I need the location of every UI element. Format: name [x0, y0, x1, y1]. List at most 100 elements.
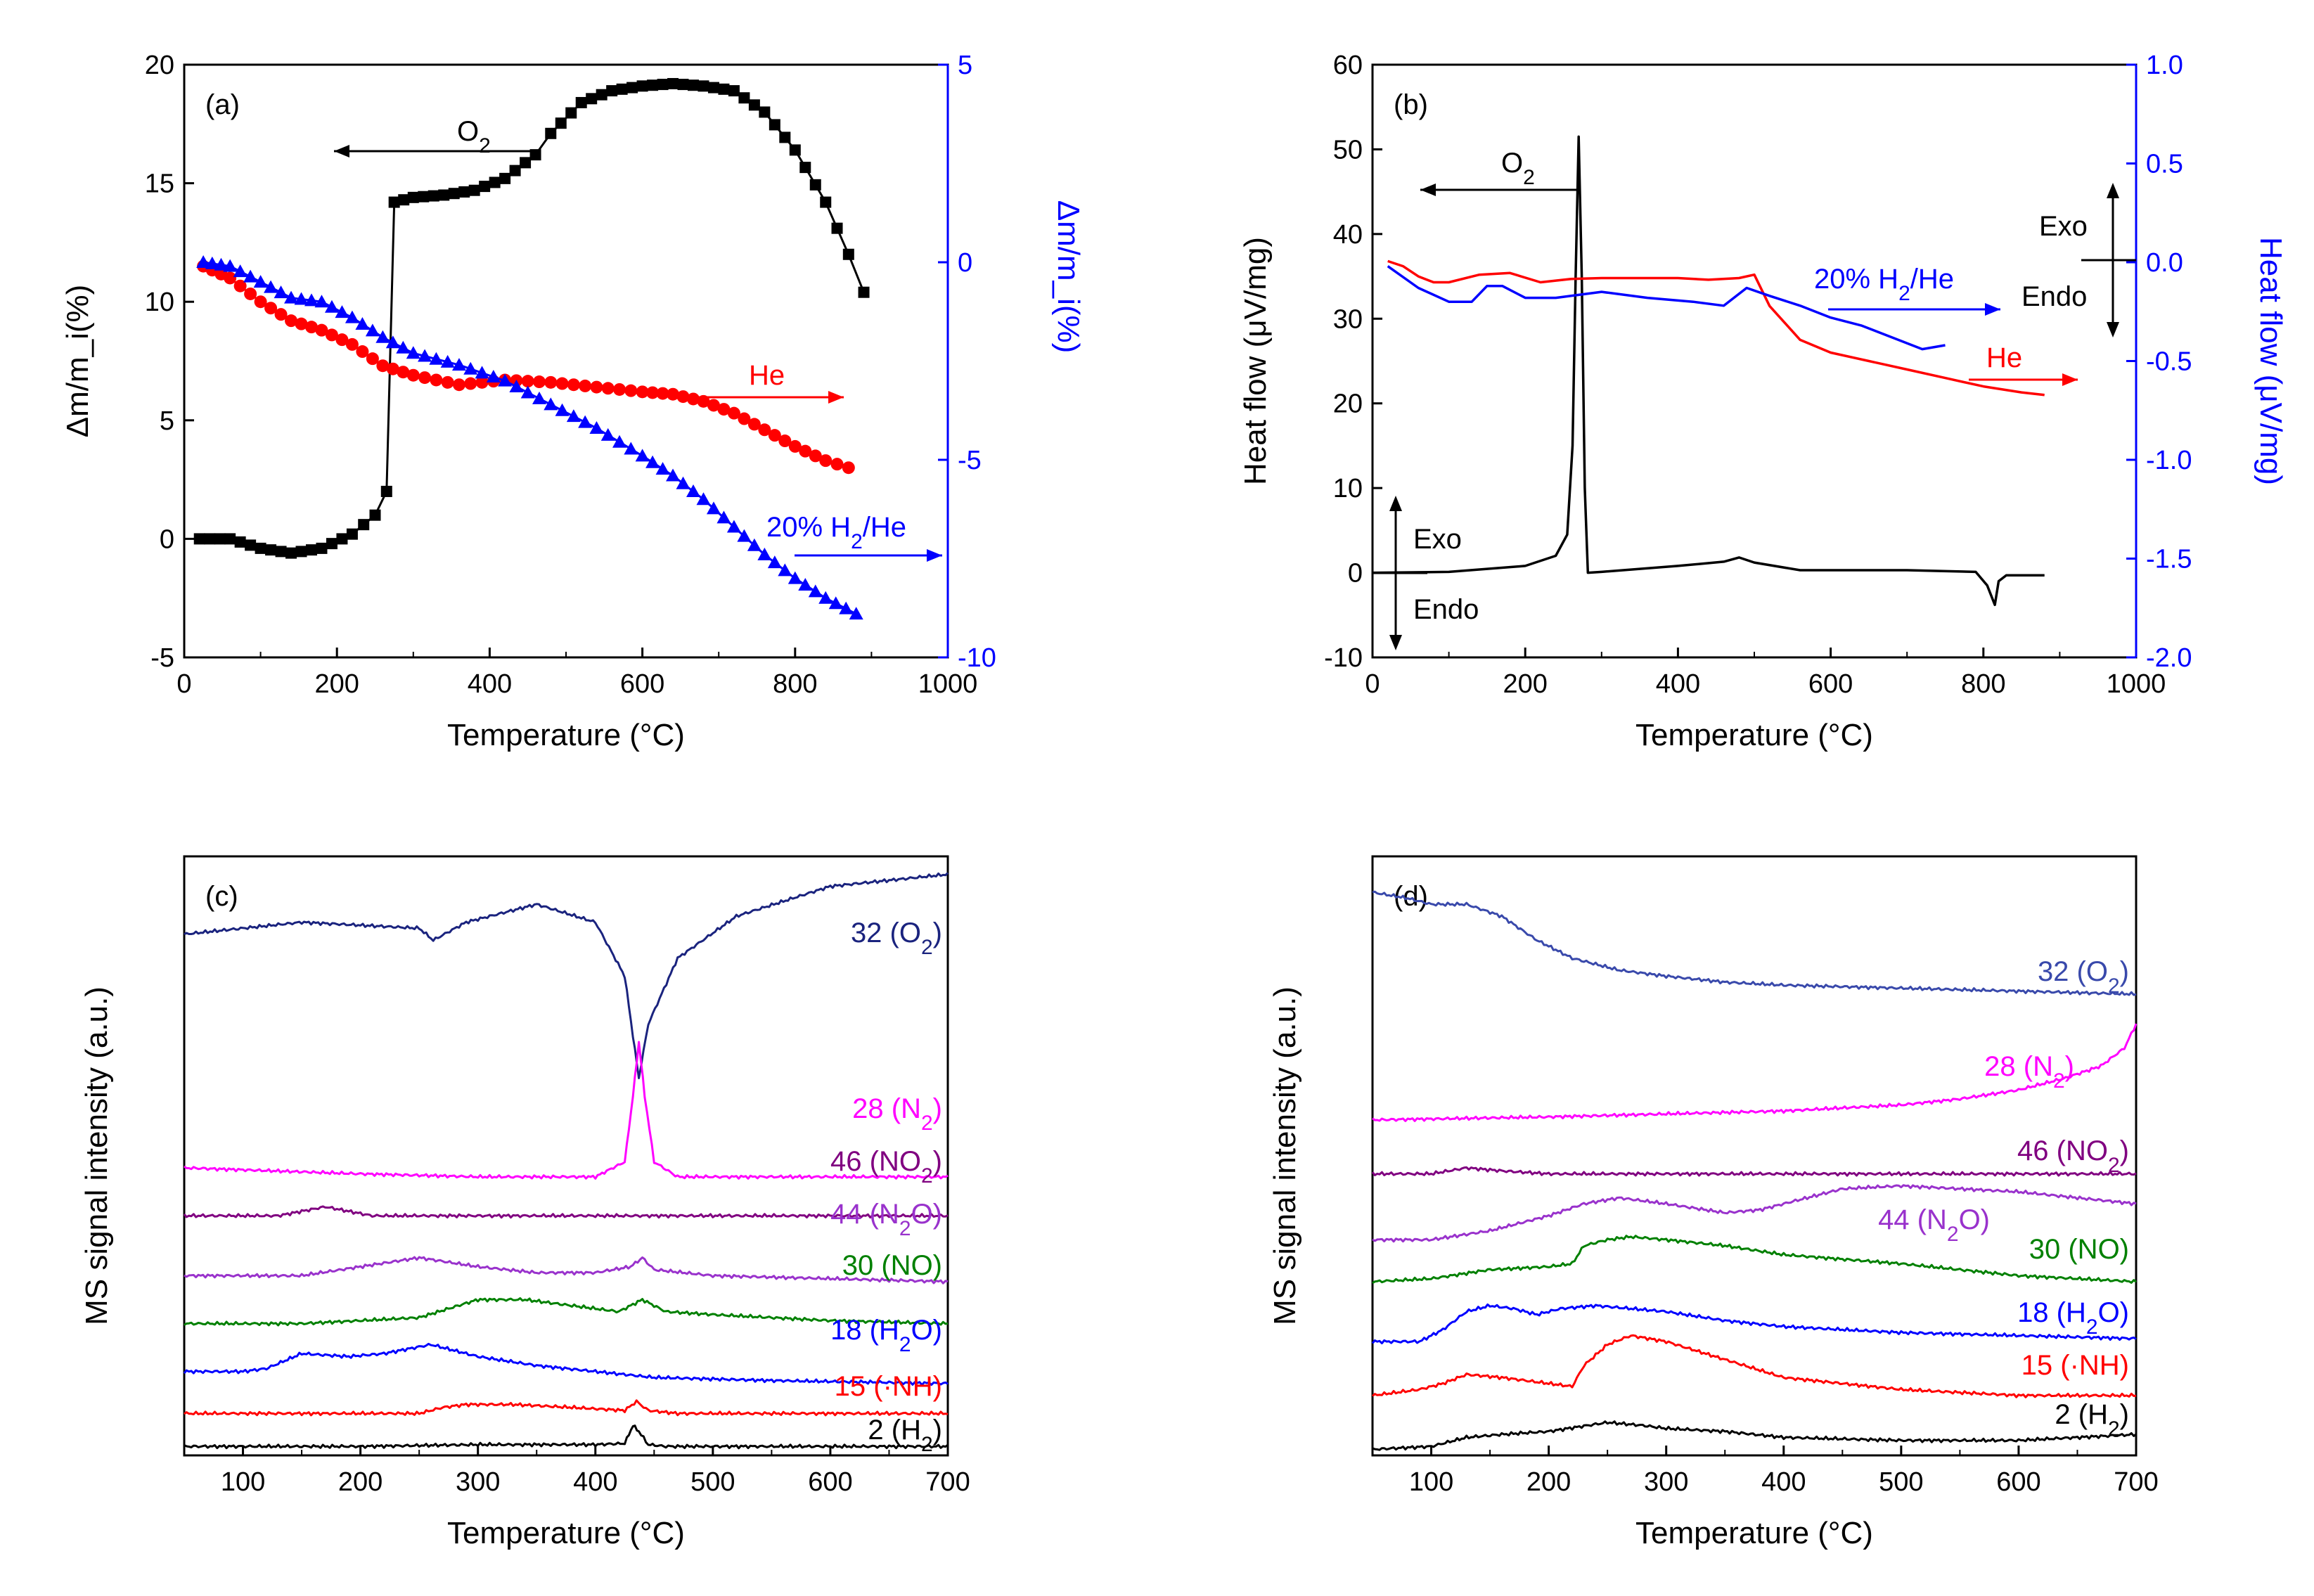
- panel-a-series-1-point: [418, 371, 432, 385]
- panel-c-plot-frame: [183, 855, 949, 1457]
- panel-c-series-7-line: [184, 1424, 949, 1450]
- panel-a-ytick-label: -5: [150, 643, 174, 673]
- panel-a-x-axis-label: Temperature (°C): [447, 718, 685, 752]
- panel-d-xtick-label: 500: [1879, 1467, 1923, 1497]
- panel-a-series-1-point: [624, 384, 638, 397]
- panel-a-series-2-point: [274, 285, 288, 299]
- panel-a-series-2-point: [839, 601, 854, 614]
- panel-c-series-5-line: [183, 1342, 949, 1386]
- panel-a-series-1-point: [667, 387, 680, 401]
- panel-a-series-1-point: [707, 399, 720, 412]
- panel-b-xtick-label: 400: [1656, 669, 1700, 699]
- panel-a-series-0-point: [428, 190, 439, 202]
- panel-a-series-2-line: [203, 261, 857, 615]
- panel-a-series-2-point: [355, 317, 370, 330]
- panel-a-series-1-point: [521, 375, 534, 388]
- panel-b-ytick-right-label: -1.5: [2146, 545, 2192, 574]
- panel-d-xtick-label: 100: [1409, 1467, 1453, 1497]
- panel-b-ytick-right-label: -1.0: [2146, 446, 2192, 475]
- panel-a-y-axis-label: Δm/m_i(%): [60, 285, 95, 438]
- panel-a-series-2-point: [365, 323, 380, 337]
- panel-a-series-0-point: [407, 191, 419, 203]
- panel-a-series-2-point: [284, 290, 299, 304]
- panel-a-series-1-point: [305, 321, 318, 334]
- panel-b-endo-label-right: Endo: [2021, 281, 2087, 312]
- panel-b-exo-endo-arrow-left-head-down: [1389, 635, 1402, 650]
- panel-a-series-2-point: [253, 275, 268, 288]
- panel-a-series-0-point: [657, 79, 669, 91]
- panel-a-series-1-point: [441, 375, 454, 389]
- panel-b-annot-he: He: [1986, 342, 2022, 373]
- panel-b-ytick-label: 60: [1333, 51, 1363, 80]
- panel-a-ytick-label: 10: [145, 288, 174, 317]
- panel-d-series-5-label: 18 (H2O): [2017, 1297, 2129, 1339]
- panel-a-series-0-point: [831, 222, 843, 234]
- panel-c-series-2-label: 46 (NO2): [830, 1146, 942, 1188]
- panel-a-series-2-point: [737, 529, 752, 542]
- panel-a-series-2-point: [686, 484, 700, 497]
- panel-a-series-0-point: [842, 248, 854, 260]
- panel-a-plot-frame: [183, 63, 949, 659]
- panel-a-series-0-point: [728, 85, 740, 97]
- panel-a-series-0-point: [388, 196, 400, 208]
- panel-a-series-0-point: [326, 538, 338, 550]
- panel-a-panel-letter: (a): [205, 89, 240, 120]
- panel-a-series-0-point: [369, 509, 381, 521]
- panel-a-ytick-right-label: -5: [958, 446, 982, 475]
- panel-a-series-0-point: [809, 179, 821, 191]
- panel-d-ms-signals-hydrogen: 100 200 300 400 500 600 700 Temperature (°C) MS …: [1268, 855, 2159, 1550]
- panel-c-xtick-label: 100: [221, 1467, 265, 1497]
- panel-a-xtick-label: 800: [773, 669, 817, 699]
- panel-a-series-2-point: [555, 403, 570, 416]
- panel-b-ytick-right-label: -0.5: [2146, 347, 2192, 377]
- panel-a-series-1-point: [567, 378, 580, 392]
- panel-b-ytick-label: 10: [1333, 474, 1363, 503]
- panel-d-series-0-line: [1372, 890, 2137, 996]
- panel-a-series-0-point: [647, 79, 659, 91]
- panel-a-series-0-point: [759, 106, 771, 118]
- panel-d-xtick-label: 200: [1526, 1467, 1571, 1497]
- panel-a-xtick-label: 200: [314, 669, 359, 699]
- panel-c-series-2-line: [183, 1205, 949, 1219]
- panel-d-series-2-label: 46 (NO2): [2017, 1135, 2129, 1177]
- panel-a-series-2-point: [324, 300, 339, 313]
- panel-a-series-1-point: [819, 454, 833, 468]
- panel-c-ms-signals-oxygen: 100 200 300 400 500 600 700 Temperature (°C) MS …: [79, 855, 970, 1550]
- panel-b-ytick-label: 30: [1333, 304, 1363, 334]
- panel-a-series-0-point: [346, 528, 358, 540]
- panel-a-series-2-point: [375, 330, 390, 343]
- panel-a-series-2-point: [566, 409, 581, 423]
- panel-b-exo-label-right: Exo: [2039, 211, 2088, 242]
- panel-b-ytick-right-label: -2.0: [2146, 643, 2192, 673]
- panel-a-series-1-point: [285, 314, 298, 328]
- panel-a-arrow-o2-head: [334, 145, 349, 157]
- panel-d-series-6-line: [1372, 1334, 2137, 1398]
- panel-d-series-6-label: 15 (·NH): [2021, 1350, 2129, 1381]
- panel-a-series-2-point: [624, 442, 638, 455]
- panel-a-series-1-point: [830, 458, 844, 471]
- panel-c-xtick-label: 700: [925, 1467, 970, 1497]
- panel-a-series-1-point: [345, 337, 359, 351]
- panel-a-series-2-point: [520, 385, 535, 399]
- panel-a-series-2-point: [655, 462, 670, 475]
- panel-b-xtick-label: 800: [1961, 669, 2005, 699]
- panel-a-series-2-point: [406, 346, 420, 359]
- panel-a-series-0-point: [275, 546, 287, 558]
- panel-b-ytick-label: -10: [1324, 643, 1363, 673]
- panel-c-series-5-label: 18 (H2O): [830, 1315, 942, 1356]
- panel-b-series-1-line: [1387, 259, 2045, 397]
- panel-a-ytick-label: 20: [145, 51, 174, 80]
- panel-a-series-1-point: [717, 403, 731, 416]
- panel-a-series-2-point: [612, 435, 627, 448]
- panel-a-series-2-point: [223, 259, 238, 272]
- panel-a-series-0-point: [707, 82, 719, 94]
- panel-b-arrow-o2-head: [1420, 184, 1436, 196]
- panel-a-series-0-point: [698, 80, 709, 92]
- panel-b-exo-endo-arrow-left-head-up: [1389, 496, 1402, 511]
- panel-a-series-0-point: [214, 533, 226, 545]
- panel-a-series-0-point: [234, 536, 246, 548]
- panel-a-series-1-point: [356, 345, 369, 359]
- panel-a-arrow-h2he-head: [927, 549, 942, 562]
